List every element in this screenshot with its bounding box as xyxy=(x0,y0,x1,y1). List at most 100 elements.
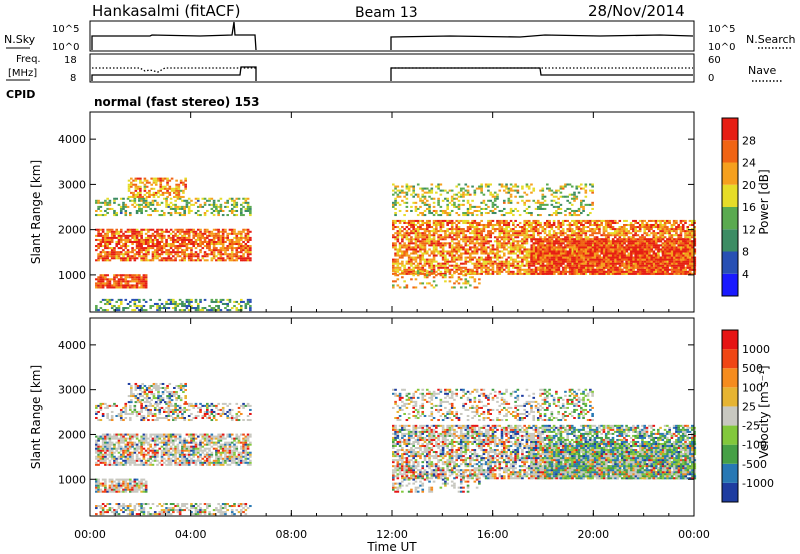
echo-cell xyxy=(475,187,479,190)
echo-cell xyxy=(410,246,413,249)
echo-cell xyxy=(668,242,671,245)
echo-cell xyxy=(589,268,592,271)
echo-cell xyxy=(392,266,395,269)
echo-cell xyxy=(135,212,139,215)
echo-cell xyxy=(224,240,227,243)
echo-cell xyxy=(441,199,445,202)
echo-cell xyxy=(187,228,191,231)
echo-cell xyxy=(196,199,200,202)
echo-cell xyxy=(521,256,524,259)
echo-cell xyxy=(509,270,513,273)
echo-cell xyxy=(217,232,220,235)
echo-cell xyxy=(119,234,123,237)
echo-cell xyxy=(166,179,169,182)
echo-cell xyxy=(142,255,146,258)
echo-cell xyxy=(230,249,234,252)
echo-cell xyxy=(455,262,459,265)
echo-cell xyxy=(108,201,112,204)
echo-cell xyxy=(675,228,678,231)
echo-cell xyxy=(618,219,622,222)
echo-cell xyxy=(557,205,560,208)
echo-cell xyxy=(584,234,588,237)
echo-cell xyxy=(552,234,556,237)
echo-cell xyxy=(478,272,481,275)
echo-cell xyxy=(493,262,497,265)
echo-cell xyxy=(473,236,477,239)
echo-cell xyxy=(491,205,495,208)
echo-cell xyxy=(139,185,142,188)
echo-cell xyxy=(249,298,252,301)
echo-cell xyxy=(482,244,486,247)
echo-cell xyxy=(237,242,241,246)
echo-cell xyxy=(235,257,239,260)
echo-cell xyxy=(178,247,182,250)
echo-cell xyxy=(532,221,536,224)
echo-cell xyxy=(546,246,549,249)
echo-cell xyxy=(194,253,198,256)
echo-cell xyxy=(496,268,499,271)
echo-cell xyxy=(525,221,529,224)
echo-cell xyxy=(690,228,694,231)
echo-cell xyxy=(237,247,241,250)
echo-cell xyxy=(480,212,483,215)
echo-cell xyxy=(672,264,676,267)
echo-cell xyxy=(444,197,447,200)
echo-cell xyxy=(541,193,545,196)
echo-cell xyxy=(457,236,461,239)
echo-cell xyxy=(158,232,162,235)
echo-cell xyxy=(242,247,245,250)
echo-cell xyxy=(215,298,218,301)
echo-cell xyxy=(419,219,422,222)
echo-cell xyxy=(550,226,554,229)
echo-cell xyxy=(147,245,150,248)
echo-cell xyxy=(396,195,400,198)
echo-cell xyxy=(539,260,543,263)
echo-cell xyxy=(491,195,495,198)
echo-cell xyxy=(249,214,252,217)
echo-cell xyxy=(514,248,517,251)
echo-cell xyxy=(552,195,556,198)
echo-cell xyxy=(484,250,488,253)
echo-cell xyxy=(455,264,459,267)
echo-cell xyxy=(663,230,667,233)
echo-cell xyxy=(104,278,107,281)
echo-cell xyxy=(394,252,397,255)
echo-cell xyxy=(419,258,422,261)
echo-cell xyxy=(566,246,570,249)
echo-cell xyxy=(480,236,483,239)
echo-cell xyxy=(401,262,404,265)
echo-cell xyxy=(230,259,234,262)
echo-cell xyxy=(568,226,572,229)
echo-cell xyxy=(246,300,250,303)
echo-cell xyxy=(475,221,479,224)
echo-cell xyxy=(183,304,186,308)
echo-cell xyxy=(595,221,599,224)
echo-cell xyxy=(562,256,565,259)
echo-cell xyxy=(532,264,536,267)
echo-cell xyxy=(527,199,531,202)
echo-cell xyxy=(518,226,522,229)
echo-cell xyxy=(623,234,626,237)
echo-cell xyxy=(401,264,404,267)
echo-cell xyxy=(679,260,683,263)
echo-cell xyxy=(217,209,220,212)
echo-cell xyxy=(108,228,112,231)
echo-cell xyxy=(557,226,560,229)
echo-cell xyxy=(401,219,404,222)
echo-cell xyxy=(106,247,109,250)
echo-cell xyxy=(425,240,429,243)
echo-cell xyxy=(555,246,558,249)
echo-cell xyxy=(677,228,680,231)
echo-cell xyxy=(537,258,540,261)
echo-cell xyxy=(174,199,177,202)
echo-cell xyxy=(462,262,465,265)
echo-cell xyxy=(190,242,193,246)
echo-cell xyxy=(464,244,468,247)
echo-cell xyxy=(99,209,103,212)
echo-cell xyxy=(539,268,543,271)
echo-cell xyxy=(396,238,400,241)
echo-cell xyxy=(129,300,132,303)
echo-cell xyxy=(425,207,429,210)
echo-cell xyxy=(518,256,522,259)
echo-cell xyxy=(539,248,542,251)
